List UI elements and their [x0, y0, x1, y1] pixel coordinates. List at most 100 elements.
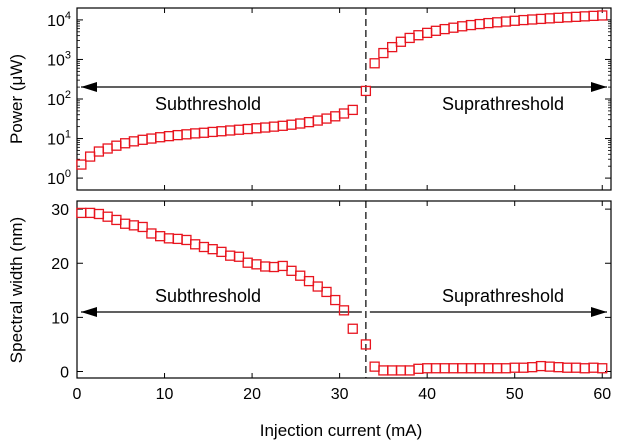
top-panel-power: 100 101 102 103 104 Power (μW) Subthreshold Sup… [7, 7, 612, 191]
data-point [544, 13, 555, 24]
y-tick-label: 20 [51, 256, 69, 273]
x-axis-label: Injection current (mA) [260, 421, 423, 440]
data-point [579, 11, 590, 22]
data-point [84, 151, 96, 162]
data-point [277, 260, 288, 272]
data-point [146, 228, 157, 239]
data-point [137, 134, 148, 145]
data-point [465, 363, 477, 374]
data-point [190, 239, 201, 250]
suprathreshold-label: Suprathreshold [442, 94, 564, 114]
data-point [439, 23, 450, 35]
data-point [303, 275, 315, 287]
data-point [562, 12, 573, 23]
data-point [535, 360, 547, 372]
data-point [242, 123, 253, 135]
data-point [268, 121, 280, 132]
data-point [413, 30, 424, 41]
data-point [404, 365, 415, 376]
suprathreshold-label: Suprathreshold [442, 286, 564, 306]
data-point [553, 362, 564, 373]
x-tick-label: 40 [418, 386, 436, 403]
x-tick-label: 60 [593, 386, 611, 403]
data-point [544, 361, 555, 372]
y-tick-label: 103 [47, 49, 71, 69]
y-tick-label: 101 [47, 129, 71, 149]
data-point [395, 36, 407, 47]
x-tick-label: 30 [331, 386, 349, 403]
data-point [233, 124, 245, 135]
suprathreshold-arrow-head [591, 307, 607, 317]
data-point [330, 111, 341, 122]
data-point [233, 251, 245, 262]
data-point [242, 257, 253, 268]
data-point [448, 363, 459, 374]
data-point [163, 233, 175, 244]
suprathreshold-arrow-head [591, 82, 607, 92]
data-point [395, 365, 407, 376]
data-point [181, 129, 192, 140]
data-point [286, 265, 297, 276]
data-point [422, 363, 433, 374]
data-point [321, 113, 332, 124]
data-point [500, 16, 512, 27]
y-tick-label: 30 [51, 202, 69, 219]
data-point [128, 220, 140, 231]
data-point [163, 130, 175, 142]
data-point [303, 116, 315, 128]
subthreshold-label: Subthreshold [155, 286, 261, 306]
data-point [347, 323, 358, 334]
data-point [102, 143, 113, 154]
data-point [457, 21, 468, 32]
data-point [137, 221, 148, 233]
data-point [500, 363, 512, 374]
data-point [492, 363, 503, 374]
data-point [465, 19, 477, 31]
data-point [207, 126, 218, 138]
data-point [360, 85, 372, 97]
data-point [216, 126, 227, 137]
x-tick-label: 0 [73, 386, 82, 403]
data-point [146, 133, 157, 144]
data-point [260, 261, 271, 272]
data-point [119, 218, 131, 229]
data-point [509, 15, 520, 26]
data-point [570, 11, 582, 22]
data-point [422, 27, 433, 39]
data-point [369, 58, 380, 69]
data-point [347, 104, 358, 116]
data-point [378, 365, 389, 376]
data-point [295, 270, 306, 281]
bottom-panel-spectral-width: 0 10 20 30 40 50 60 0 10 20 30 Spectral width (nm) S… [7, 200, 612, 403]
data-point [198, 241, 210, 253]
data-point [579, 363, 590, 374]
data-point [102, 211, 113, 222]
plot-frame [76, 200, 612, 379]
y-axis-label: Power (μW) [7, 54, 26, 144]
data-point [312, 281, 323, 292]
subthreshold-label: Subthreshold [155, 94, 261, 114]
data-point [553, 12, 564, 23]
data-point [535, 13, 547, 25]
data-point [128, 136, 140, 147]
data-point [439, 363, 450, 374]
data-point [430, 363, 442, 374]
data-point [190, 128, 201, 139]
data-point [198, 127, 210, 138]
data-point [181, 234, 192, 246]
y-axis-label: Spectral width (nm) [7, 217, 26, 363]
data-point [386, 365, 398, 376]
y-tick-label: 100 [47, 168, 71, 188]
data-point [369, 361, 380, 372]
data-point [155, 231, 166, 242]
data-point [155, 132, 166, 143]
data-point [413, 363, 424, 374]
data-point [597, 10, 608, 21]
data-point [527, 14, 538, 25]
data-point [277, 120, 288, 131]
data-point [448, 22, 459, 33]
y-tick-label: 0 [60, 365, 69, 382]
x-tick-label: 50 [506, 386, 524, 403]
data-point [286, 119, 297, 130]
